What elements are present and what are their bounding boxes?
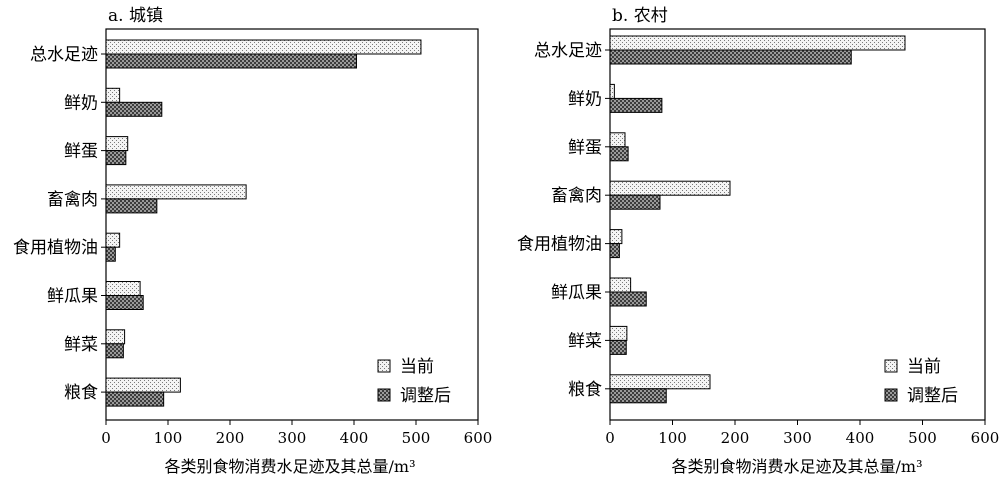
legend-label: 当前 xyxy=(400,357,434,377)
bar-current xyxy=(609,277,632,293)
y-tick-label: 鲜瓜果 xyxy=(551,283,602,303)
bar-current xyxy=(609,374,711,390)
legend-swatch-current xyxy=(377,359,391,373)
x-tick-label: 300 xyxy=(783,429,812,447)
bar-current xyxy=(105,87,121,103)
y-tick-label: 鲜蛋 xyxy=(568,138,602,158)
bar-adjusted xyxy=(609,194,661,210)
bar-current xyxy=(105,377,181,393)
x-tick-label: 200 xyxy=(721,429,750,447)
y-tick-label: 总水足迹 xyxy=(30,45,98,65)
bar-current xyxy=(609,35,906,51)
bar-current xyxy=(609,229,623,245)
bar-adjusted xyxy=(105,150,127,166)
bar-adjusted xyxy=(105,343,124,359)
bar-current xyxy=(105,281,141,296)
y-tick-label: 鲜菜 xyxy=(64,335,98,355)
bar-adjusted xyxy=(105,53,357,69)
y-tick-label: 总水足迹 xyxy=(534,41,602,61)
bar-current xyxy=(105,184,247,200)
x-tick-label: 500 xyxy=(908,429,937,447)
y-tick-label: 食用植物油 xyxy=(13,238,98,258)
bar-current xyxy=(609,132,626,148)
x-axis-label: 各类别食物消费水足迹及其总量/m³ xyxy=(165,457,416,476)
bar-adjusted xyxy=(105,295,144,310)
x-tick-label: 300 xyxy=(278,429,307,447)
panel-title: a. 城镇 xyxy=(108,6,163,26)
bar-adjusted xyxy=(609,49,852,65)
y-tick-label: 鲜蛋 xyxy=(64,142,98,162)
bar-current xyxy=(609,83,615,99)
y-tick-label: 鲜瓜果 xyxy=(47,287,98,307)
x-axis-label: 各类别食物消费水足迹及其总量/m³ xyxy=(672,457,923,476)
bar-adjusted xyxy=(105,246,116,262)
bar-adjusted xyxy=(609,291,647,307)
bar-current xyxy=(609,180,731,196)
y-tick-label: 鲜奶 xyxy=(568,89,602,109)
bar-adjusted xyxy=(105,101,163,117)
x-tick-label: 600 xyxy=(971,429,1000,447)
x-tick-label: 100 xyxy=(658,429,687,447)
bar-adjusted xyxy=(105,198,158,214)
bar-adjusted xyxy=(609,243,620,259)
legend-swatch-adjusted xyxy=(377,388,391,402)
x-tick-label: 500 xyxy=(402,429,431,447)
x-tick-label: 100 xyxy=(154,429,183,447)
y-tick-label: 畜禽肉 xyxy=(47,190,98,210)
x-tick-label: 600 xyxy=(464,429,493,447)
bar-adjusted xyxy=(609,146,629,162)
legend-swatch-current xyxy=(884,359,898,373)
legend-label: 调整后 xyxy=(907,386,958,406)
legend-swatch-adjusted xyxy=(884,388,898,402)
y-tick-label: 粮食 xyxy=(64,383,98,403)
chart-panel-urban: a. 城镇 各类别食物消费水足迹及其总量/m³ 总水足迹鲜奶鲜蛋畜禽肉食用植物油… xyxy=(13,6,492,476)
bar-current xyxy=(105,136,129,152)
x-tick-label: 0 xyxy=(101,429,111,447)
bar-adjusted xyxy=(105,391,165,407)
bar-adjusted xyxy=(609,97,663,113)
bar-adjusted xyxy=(609,388,667,404)
panel-title: b. 农村 xyxy=(612,6,668,26)
x-tick-label: 400 xyxy=(846,429,875,447)
x-tick-label: 200 xyxy=(216,429,245,447)
y-tick-label: 食用植物油 xyxy=(517,235,602,255)
chart-panel-rural: b. 农村 各类别食物消费水足迹及其总量/m³ 总水足迹鲜奶鲜蛋畜禽肉食用植物油… xyxy=(517,6,999,476)
x-tick-label: 0 xyxy=(605,429,615,447)
bar-adjusted xyxy=(609,339,627,355)
x-tick-label: 400 xyxy=(340,429,369,447)
bar-current xyxy=(609,325,628,341)
bar-current xyxy=(105,232,121,248)
bar-current xyxy=(105,329,126,345)
y-tick-label: 鲜奶 xyxy=(64,93,98,113)
y-tick-label: 鲜菜 xyxy=(568,331,602,351)
y-tick-label: 粮食 xyxy=(568,380,602,400)
y-tick-label: 畜禽肉 xyxy=(551,186,602,206)
legend-label: 当前 xyxy=(907,357,941,377)
bar-current xyxy=(105,39,422,55)
legend-label: 调整后 xyxy=(400,386,451,406)
